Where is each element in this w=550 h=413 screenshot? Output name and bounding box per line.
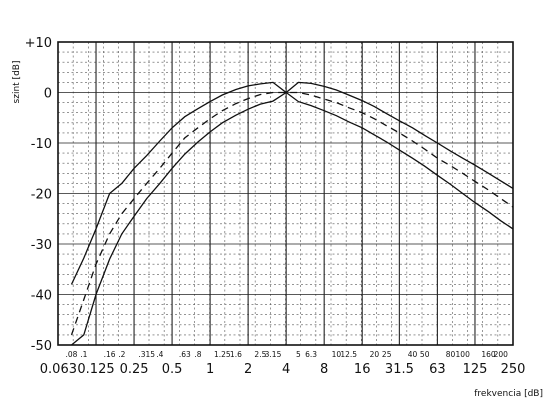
y-tick-label: -40: [31, 289, 52, 304]
x-tick-labels-small: .08.1 .16.2 .315.4 .63.8 1.25 1.6 2.53.15 5 6.3 1…: [66, 350, 509, 359]
x-tick-label-small: 20: [370, 350, 380, 359]
x-tick-label-big: 0.25: [120, 362, 149, 377]
y-tick-label: -30: [31, 238, 52, 253]
y-tick-label: -20: [31, 188, 52, 203]
x-tick-label-big: 0.125: [77, 362, 114, 377]
x-tick-label-big: 8: [320, 362, 328, 377]
x-tick-label-small: .16: [104, 350, 116, 359]
x-tick-label-big: 4: [282, 362, 290, 377]
y-tick-label: +10: [25, 36, 52, 51]
x-tick-label-big: 63: [429, 362, 446, 377]
x-tick-label-small: 200: [494, 350, 509, 359]
x-tick-label-small: 40: [408, 350, 418, 359]
x-tick-label-big: 250: [501, 362, 526, 377]
x-tick-label-big: 0.063: [40, 362, 77, 377]
x-tick-labels-big: 0.063 0.125 0.25 0.5 1 2 4 8 16 31.5 63 125 250: [40, 362, 526, 377]
x-tick-label-small: .315: [138, 350, 155, 359]
x-tick-label-small: 80: [446, 350, 456, 359]
x-tick-label-small: 5: [296, 350, 301, 359]
x-tick-label-small: 2.5: [254, 350, 266, 359]
x-tick-label-big: 0.5: [162, 362, 183, 377]
y-tick-label: 0: [44, 87, 52, 102]
curves: [70, 81, 514, 346]
x-tick-label-small: .8: [194, 350, 201, 359]
grid: [58, 41, 513, 346]
x-tick-label-small: 100: [456, 350, 471, 359]
x-tick-label-small: .4: [156, 350, 163, 359]
series-line-3: [71, 91, 514, 346]
x-tick-label-small: 50: [420, 350, 430, 359]
x-tick-label-small: 1.25: [214, 350, 231, 359]
x-tick-label-small: 12.5: [340, 350, 357, 359]
x-tick-label-big: 16: [354, 362, 371, 377]
x-tick-label-small: .08: [66, 350, 78, 359]
x-tick-label-small: .63: [179, 350, 191, 359]
x-tick-label-big: 125: [463, 362, 488, 377]
y-tick-label: -10: [31, 137, 52, 152]
x-tick-label-small: 25: [382, 350, 392, 359]
series-line-1: [70, 81, 514, 285]
y-tick-label: -50: [31, 339, 52, 354]
x-tick-label-small: 10: [332, 350, 342, 359]
series-line-2: [70, 91, 514, 336]
y-tick-labels: +10 0 -10 -20 -30 -40 -50: [25, 36, 52, 354]
x-tick-label-small: 1.6: [230, 350, 242, 359]
plot-frame: [57, 41, 514, 346]
x-tick-label-small: .1: [80, 350, 87, 359]
x-axis-label: frekvencia [dB]: [474, 389, 543, 399]
x-tick-label-big: 31.5: [385, 362, 414, 377]
x-tick-label-small: .2: [118, 350, 125, 359]
x-tick-label-big: 1: [206, 362, 214, 377]
x-tick-label-small: 160: [481, 350, 496, 359]
x-tick-label-small: 6.3: [305, 350, 317, 359]
x-tick-label-small: 3.15: [265, 350, 282, 359]
y-axis-label: szint [dB]: [12, 61, 22, 104]
x-tick-label-big: 2: [244, 362, 252, 377]
